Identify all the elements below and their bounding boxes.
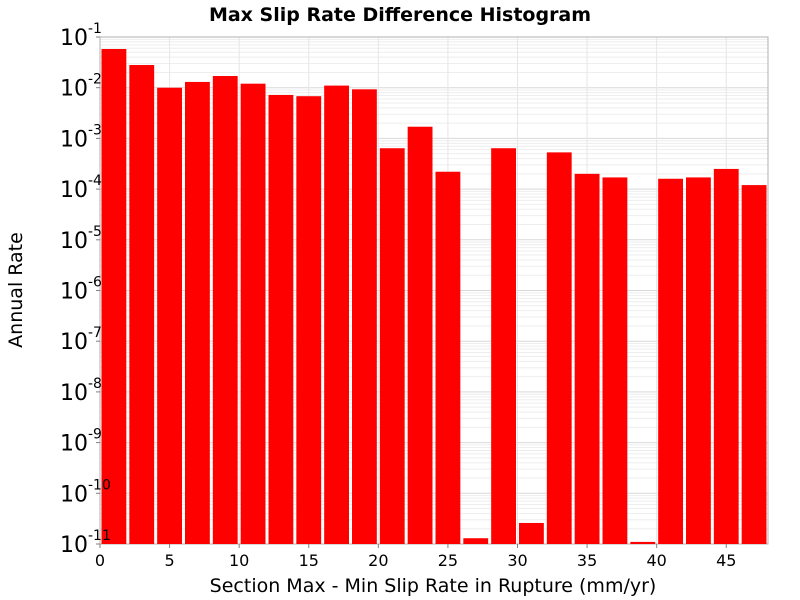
y-tick-label: 10-3 bbox=[60, 122, 102, 152]
histogram-bar bbox=[491, 148, 516, 544]
histogram-bar bbox=[574, 173, 600, 545]
histogram-bar bbox=[658, 178, 683, 545]
histogram-bar bbox=[240, 83, 266, 544]
histogram-bar bbox=[435, 171, 461, 544]
histogram-bar bbox=[407, 126, 433, 544]
y-tick-label: 10-8 bbox=[60, 376, 102, 406]
x-tick-label: 20 bbox=[368, 551, 388, 570]
x-tick-label: 15 bbox=[299, 551, 319, 570]
y-tick-label: 10-11 bbox=[60, 528, 111, 558]
y-tick-label: 10-9 bbox=[60, 427, 102, 457]
chart-title: Max Slip Rate Difference Histogram bbox=[209, 4, 591, 26]
x-tick-label: 45 bbox=[716, 551, 736, 570]
histogram-bar bbox=[630, 541, 656, 544]
bars bbox=[101, 48, 767, 545]
grid-lines bbox=[99, 37, 768, 545]
histogram-bar bbox=[101, 48, 127, 544]
histogram-bar bbox=[352, 89, 377, 544]
y-axis-ticks: 10-1 10-2 10-3 10-4 10-5 10-6 10-7 10-8 10-9 10-1… bbox=[60, 21, 111, 558]
x-tick-label: 0 bbox=[95, 551, 105, 570]
histogram-bar bbox=[268, 94, 294, 545]
y-tick-label: 10-6 bbox=[60, 275, 102, 305]
histogram-bar bbox=[129, 65, 155, 545]
y-tick-label: 10-5 bbox=[60, 224, 102, 254]
x-tick-label: 30 bbox=[507, 551, 527, 570]
x-axis-ticks: 0 5 10 15 20 25 30 35 40 45 bbox=[95, 544, 736, 570]
y-tick-label: 10-4 bbox=[60, 173, 102, 203]
histogram-bar bbox=[713, 168, 739, 544]
y-tick-label: 10-1 bbox=[60, 21, 102, 51]
histogram-bar bbox=[212, 76, 238, 545]
x-tick-label: 35 bbox=[577, 551, 597, 570]
histogram-bar bbox=[157, 87, 182, 544]
y-tick-label: 10-7 bbox=[60, 325, 102, 355]
x-tick-label: 25 bbox=[438, 551, 458, 570]
histogram-bar bbox=[546, 152, 572, 544]
histogram-bar bbox=[296, 96, 322, 544]
histogram-bar bbox=[463, 538, 489, 544]
histogram-bar bbox=[519, 522, 544, 544]
histogram-bar bbox=[686, 177, 711, 544]
histogram-bar bbox=[324, 85, 349, 545]
histogram-bar bbox=[602, 177, 628, 544]
x-axis-label: Section Max - Min Slip Rate in Rupture (… bbox=[210, 575, 657, 597]
x-tick-label: 5 bbox=[164, 551, 174, 570]
histogram-bar bbox=[379, 148, 405, 544]
histogram-bar bbox=[185, 81, 210, 545]
x-tick-label: 10 bbox=[229, 551, 249, 570]
y-axis-label: Annual Rate bbox=[5, 232, 27, 348]
histogram-bar bbox=[741, 185, 767, 544]
y-tick-label: 10-10 bbox=[60, 477, 111, 507]
y-tick-label: 10-2 bbox=[60, 72, 102, 102]
x-tick-label: 40 bbox=[646, 551, 666, 570]
